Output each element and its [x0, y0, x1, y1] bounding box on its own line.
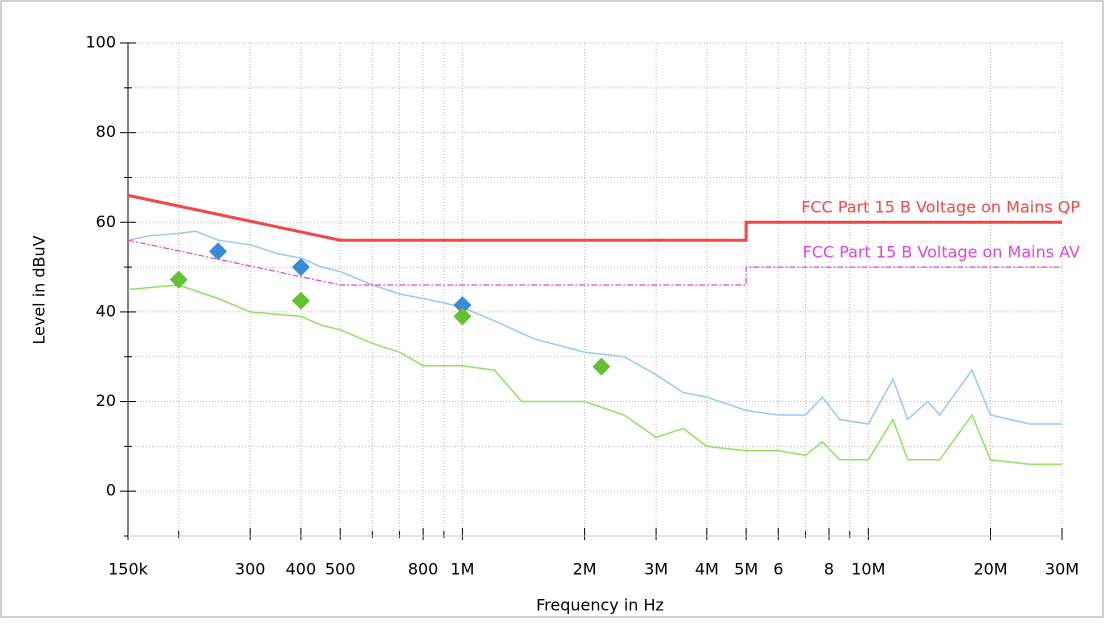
series-line [127, 284, 1062, 466]
x-tick-label: 800 [408, 560, 439, 579]
x-tick-label: 400 [286, 560, 317, 579]
diamond-marker [592, 357, 611, 376]
series-line [127, 193, 1062, 242]
y-tick-label: 40 [96, 301, 116, 320]
x-tick-label: 2M [573, 560, 597, 579]
x-axis-label: Frequency in Hz [536, 596, 664, 615]
y-tick-label: 60 [96, 212, 116, 231]
diamond-marker [291, 291, 310, 310]
x-tick-label: 20M [973, 560, 1007, 579]
x-tick-label: 8 [824, 560, 834, 579]
limit-label: FCC Part 15 B Voltage on Mains AV [803, 243, 1080, 262]
series-line [127, 239, 1062, 286]
x-tick-label: 3M [644, 560, 668, 579]
limit-label: FCC Part 15 B Voltage on Mains QP [801, 198, 1080, 217]
x-tick-label: 500 [325, 560, 356, 579]
x-tick-label: 6 [773, 560, 783, 579]
x-tick-label: 150k [108, 560, 149, 579]
y-tick-label: 100 [85, 33, 116, 52]
diamond-marker [169, 270, 188, 289]
diamond-marker [209, 242, 228, 261]
x-tick-label: 4M [695, 560, 719, 579]
x-tick-label: 300 [235, 560, 266, 579]
x-tick-label: 5M [734, 560, 758, 579]
x-tick-label: 10M [851, 560, 885, 579]
y-tick-label: 0 [106, 481, 116, 500]
diamond-marker [453, 296, 472, 315]
diamond-marker [453, 307, 472, 326]
y-tick-label: 80 [96, 122, 116, 141]
series-line [127, 230, 1062, 425]
y-tick-label: 20 [96, 391, 116, 410]
x-tick-label: 30M [1045, 560, 1079, 579]
diamond-marker [291, 258, 310, 277]
y-axis-label: Level in dBuV [30, 235, 49, 344]
x-tick-label: 1M [450, 560, 474, 579]
